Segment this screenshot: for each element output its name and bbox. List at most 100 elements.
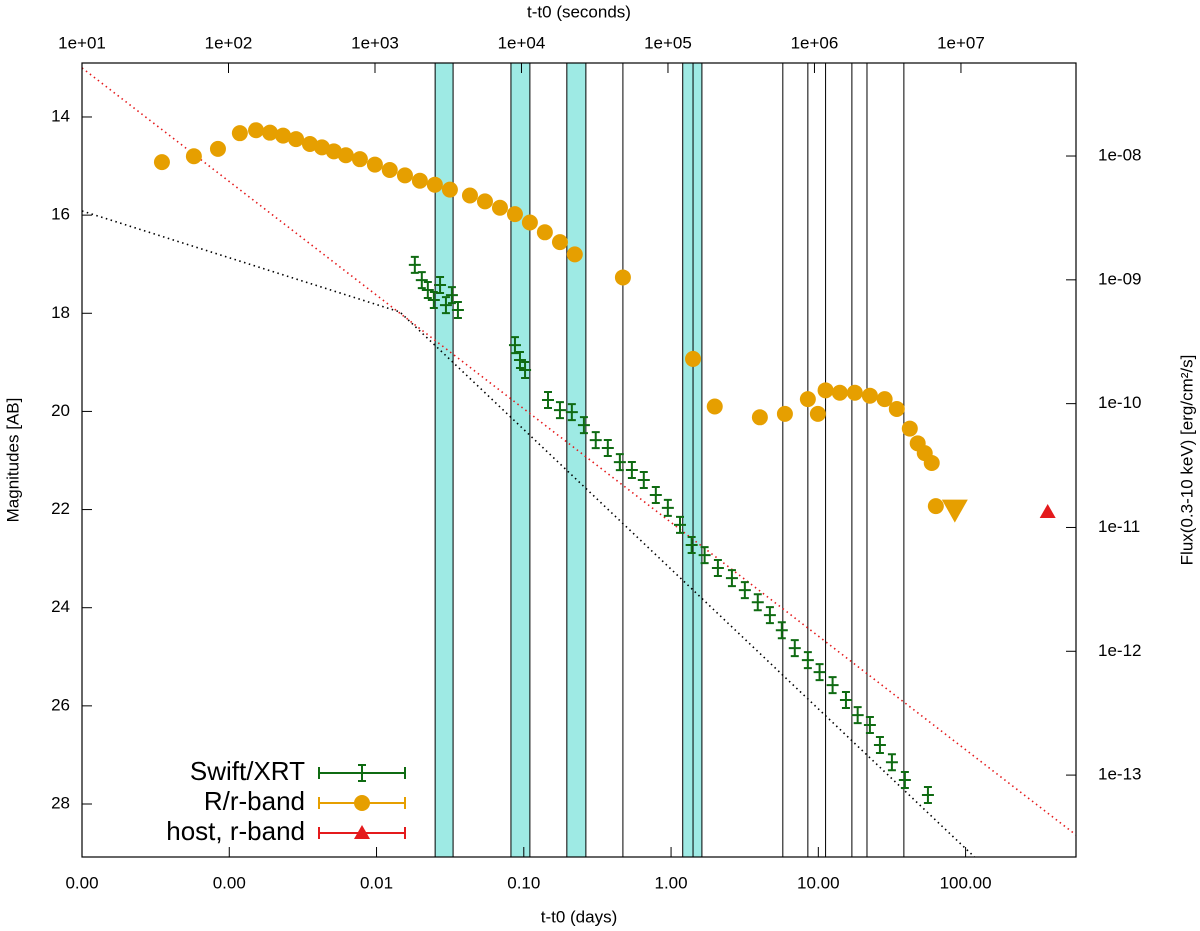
data-point (637, 470, 650, 489)
fit-line (82, 67, 1076, 836)
y-tick-label: 18 (51, 303, 70, 322)
x2-tick-label: 1e+07 (937, 33, 985, 52)
x2-tick-label: 1e+06 (791, 33, 839, 52)
data-point (923, 454, 940, 471)
data-point (411, 172, 428, 189)
data-point (788, 639, 801, 658)
band (682, 63, 702, 857)
x-tick-label: 1.00 (655, 873, 688, 892)
y2-tick-label: 1e-13 (1098, 765, 1141, 784)
legend-label: Swift/XRT (190, 756, 305, 786)
x2-axis-label: t-t0 (seconds) (527, 2, 631, 21)
x-tick-label: 0.10 (507, 873, 540, 892)
data-point (751, 409, 768, 426)
data-point (863, 715, 876, 734)
data-point (589, 431, 602, 450)
data-point (301, 135, 318, 152)
data-point (851, 706, 864, 725)
legend-marker (354, 795, 370, 811)
data-point (809, 405, 826, 422)
data-point (519, 360, 532, 379)
data-point (461, 187, 478, 204)
data-point (521, 214, 538, 231)
legend-marker (354, 825, 370, 839)
upper-limit (941, 499, 968, 523)
data-point (541, 391, 554, 410)
data-point (427, 290, 440, 309)
band (510, 63, 530, 857)
data-point (261, 124, 278, 141)
data-point (553, 401, 566, 420)
data-point (1039, 504, 1056, 519)
data-point (506, 206, 523, 223)
y-tick-label: 24 (51, 597, 70, 616)
legend-marker (356, 764, 368, 782)
data-point (927, 498, 944, 515)
data-point (536, 224, 553, 241)
x-tick-label: 10.00 (797, 873, 840, 892)
data-point (831, 384, 848, 401)
data-point (426, 176, 443, 193)
legend-label: host, r-band (166, 816, 305, 846)
data-point (408, 255, 421, 274)
data-point (901, 420, 918, 437)
data-point (725, 569, 738, 588)
y2-tick-label: 1e-11 (1098, 517, 1140, 536)
y-tick-label: 16 (51, 205, 70, 224)
data-point (381, 161, 398, 178)
data-point (614, 269, 631, 286)
x-tick-label: 0.00 (213, 873, 246, 892)
y-tick-label: 26 (51, 695, 70, 714)
y2-tick-label: 1e-09 (1098, 269, 1141, 288)
data-point (625, 461, 638, 480)
x2-tick-label: 1e+01 (58, 33, 106, 52)
data-point (885, 753, 898, 772)
data-point (706, 398, 723, 415)
fit-line (82, 210, 976, 857)
data-point (817, 382, 834, 399)
data-point (711, 559, 724, 578)
data-point (775, 621, 788, 640)
data-point (813, 663, 826, 682)
plot-frame (81, 62, 1077, 858)
data-point (873, 736, 886, 754)
data-point (799, 391, 816, 408)
x2-tick-label: 1e+03 (351, 33, 399, 52)
y-tick-label: 28 (51, 793, 70, 812)
y2-tick-label: 1e-12 (1098, 641, 1141, 660)
plot-area (82, 63, 1076, 857)
y-tick-label: 14 (51, 106, 70, 125)
data-point (888, 400, 905, 417)
data-point (738, 581, 751, 600)
y2-axis-label: Flux(0.3-10 keV) [erg/cm²/s] (1177, 355, 1196, 566)
data-point (445, 286, 458, 305)
data-point (698, 546, 711, 565)
data-point (325, 143, 342, 160)
data-point (921, 786, 934, 805)
data-point (439, 296, 452, 315)
legend-label: R/r-band (204, 786, 305, 816)
data-point (421, 280, 434, 299)
data-point (566, 246, 583, 263)
data-point (776, 405, 793, 422)
band (566, 63, 586, 857)
y-tick-label: 22 (51, 499, 70, 518)
data-point (861, 387, 878, 404)
y2-tick-label: 1e-08 (1098, 146, 1141, 165)
y2-tick-label: 1e-10 (1098, 393, 1141, 412)
data-point (231, 125, 248, 142)
data-point (751, 593, 764, 612)
data-point (451, 301, 464, 320)
data-point (434, 276, 447, 295)
data-point (248, 122, 265, 139)
data-point (826, 676, 839, 695)
data-point (351, 151, 368, 168)
x-tick-label: 100.00 (940, 873, 992, 892)
data-point (898, 771, 911, 790)
y-tick-label: 20 (51, 401, 70, 420)
data-point (661, 498, 674, 517)
data-point (153, 154, 170, 171)
x2-tick-label: 1e+04 (498, 33, 546, 52)
data-point (508, 336, 521, 355)
data-point (441, 181, 458, 198)
